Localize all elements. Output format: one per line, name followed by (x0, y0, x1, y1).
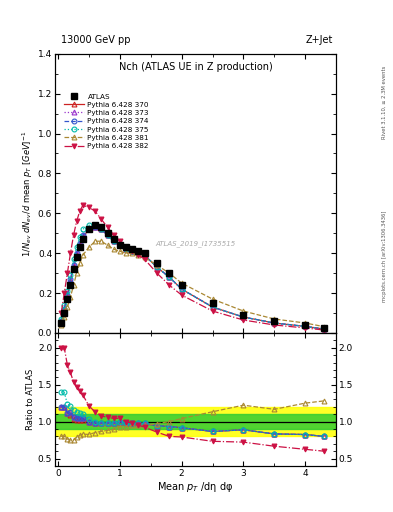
Text: Rivet 3.1.10, ≥ 2.3M events: Rivet 3.1.10, ≥ 2.3M events (382, 66, 387, 139)
Text: 13000 GeV pp: 13000 GeV pp (61, 35, 130, 45)
Text: ATLAS_2019_I1735515: ATLAS_2019_I1735515 (155, 240, 236, 247)
X-axis label: Mean $p_{T}$ /dη dφ: Mean $p_{T}$ /dη dφ (158, 480, 233, 495)
Y-axis label: $1/N_{ev}$ $dN_{ev}/d$ mean $p_{T}$ $[GeV]^{-1}$: $1/N_{ev}$ $dN_{ev}/d$ mean $p_{T}$ $[Ge… (21, 130, 35, 257)
Legend: ATLAS, Pythia 6.428 370, Pythia 6.428 373, Pythia 6.428 374, Pythia 6.428 375, P: ATLAS, Pythia 6.428 370, Pythia 6.428 37… (61, 91, 151, 152)
Text: Nch (ATLAS UE in Z production): Nch (ATLAS UE in Z production) (119, 62, 272, 72)
Y-axis label: Ratio to ATLAS: Ratio to ATLAS (26, 369, 35, 430)
Text: mcplots.cern.ch [arXiv:1306.3436]: mcplots.cern.ch [arXiv:1306.3436] (382, 210, 387, 302)
Text: Z+Jet: Z+Jet (306, 35, 333, 45)
